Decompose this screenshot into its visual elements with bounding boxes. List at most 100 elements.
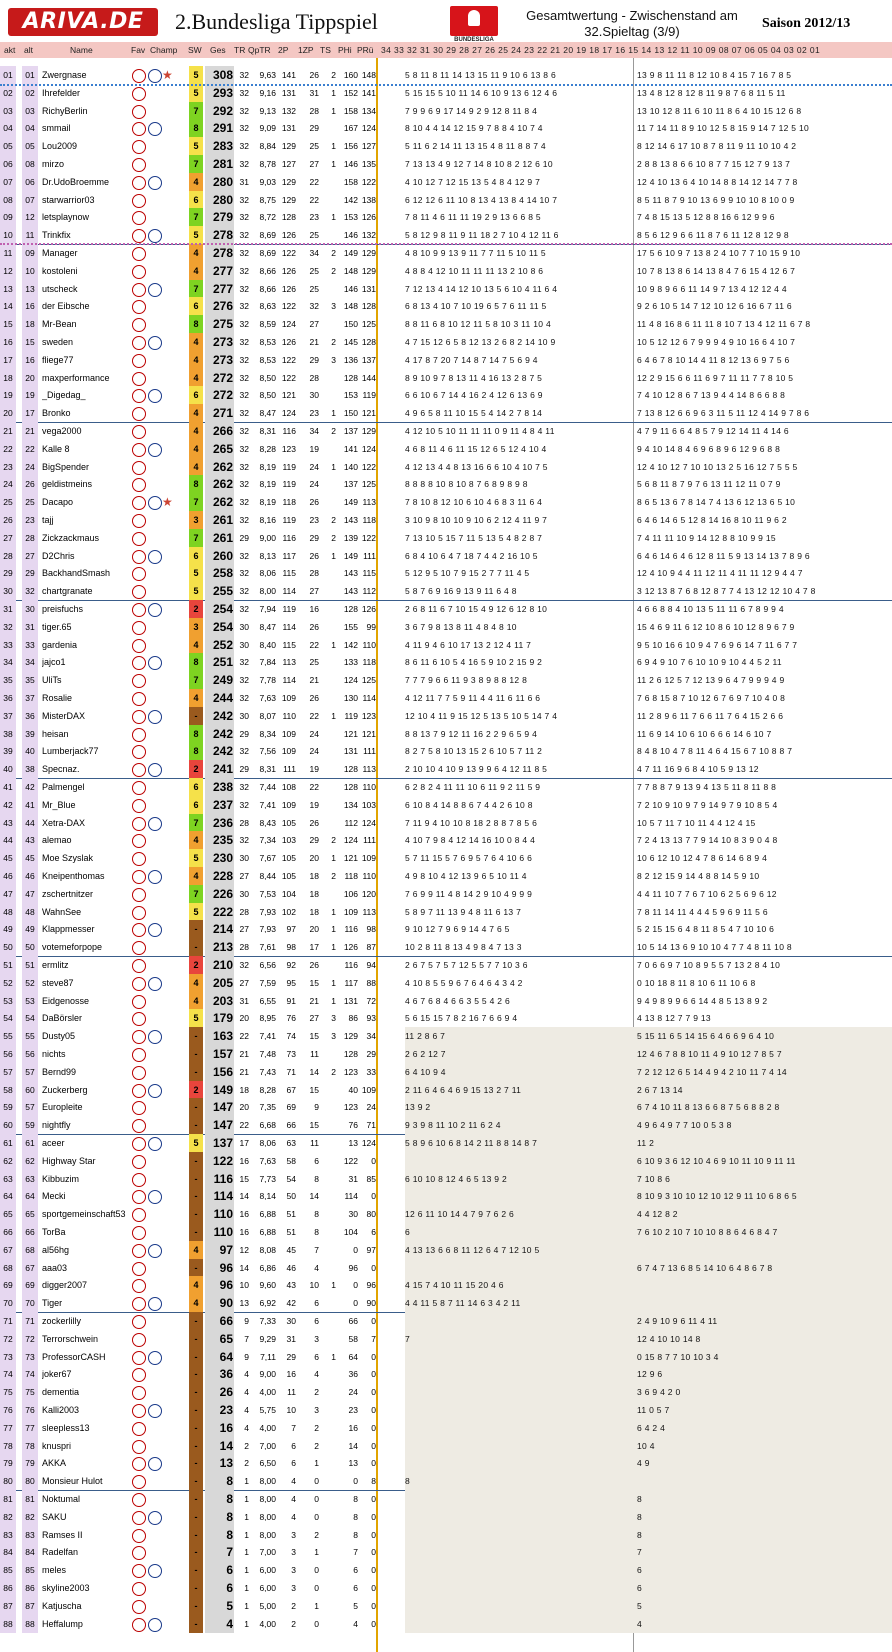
col-alt[interactable]: alt	[24, 45, 33, 55]
cell-name[interactable]: nichts	[42, 1049, 66, 1059]
cell-name[interactable]: letsplaynow	[42, 212, 90, 223]
cell-name[interactable]: WahnSee	[42, 906, 82, 917]
cell-name[interactable]: vega2000	[42, 426, 82, 436]
cell-name[interactable]: sleepless13	[42, 1422, 90, 1433]
cell-name[interactable]: al56hg	[42, 1244, 70, 1255]
cell-name[interactable]: zockerlilly	[42, 1316, 82, 1326]
col-name[interactable]: Name	[70, 45, 93, 55]
cell-name[interactable]: joker67	[42, 1369, 72, 1380]
cell-name[interactable]: Tiger	[42, 1298, 63, 1309]
cell-name[interactable]: Noktumal	[42, 1494, 81, 1504]
cell-name[interactable]: skyline2003	[42, 1583, 90, 1593]
cell-name[interactable]: geldistmeins	[42, 479, 93, 490]
cell-name[interactable]: BackhandSmash	[42, 568, 111, 579]
cell-name[interactable]: SAKU	[42, 1511, 67, 1522]
cell-name[interactable]: Mecki	[42, 1191, 66, 1202]
cell-name[interactable]: Highway Star	[42, 1155, 96, 1166]
cell-name[interactable]: preisfuchs	[42, 604, 84, 614]
cell-name[interactable]: Rosalie	[42, 693, 73, 703]
cell-name[interactable]: Manager	[42, 248, 78, 258]
cell-name[interactable]: Bronko	[42, 408, 71, 419]
cell-name[interactable]: knuspri	[42, 1440, 72, 1451]
cell-name[interactable]: Dacapo	[42, 497, 74, 508]
cell-name[interactable]: starwarrior03	[42, 194, 95, 205]
col-2p[interactable]: 2P	[278, 45, 289, 55]
cell-name[interactable]: Zickzackmaus	[42, 532, 100, 543]
cell-name[interactable]: tiger.65	[42, 621, 72, 632]
cell-name[interactable]: aceer	[42, 1138, 65, 1148]
cell-name[interactable]: der Eibsche	[42, 301, 90, 312]
cell-name[interactable]: nightfly	[42, 1120, 71, 1131]
col-akt[interactable]: akt	[4, 45, 16, 55]
cell-name[interactable]: Eidgenosse	[42, 995, 90, 1006]
cell-name[interactable]: Specnaz.	[42, 764, 80, 775]
cell-name[interactable]: Lou2009	[42, 141, 78, 152]
cell-name[interactable]: sportgemeinschaft53	[42, 1209, 126, 1220]
cell-name[interactable]: BigSpender	[42, 461, 90, 472]
cell-name[interactable]: gardenia	[42, 639, 78, 650]
col-ts[interactable]: TS	[320, 45, 331, 55]
col-phi[interactable]: PHi	[338, 45, 352, 55]
cell-name[interactable]: Katjuscha	[42, 1600, 82, 1611]
cell-name[interactable]: Mr_Blue	[42, 799, 76, 810]
cell-name[interactable]: zschertnitzer	[42, 888, 94, 899]
cell-name[interactable]: ermlitz	[42, 960, 69, 970]
cell-name[interactable]: MisterDAX	[42, 710, 86, 721]
col-qptr[interactable]: QpTR	[248, 45, 271, 55]
cell-name[interactable]: heisan	[42, 728, 69, 739]
cell-name[interactable]: Kneipenthomas	[42, 871, 105, 881]
cell-name[interactable]: Trinkfix	[42, 230, 71, 241]
cell-name[interactable]: Zwergnase	[42, 70, 87, 80]
cell-name[interactable]: chartgranate	[42, 586, 93, 597]
cell-name[interactable]: RichyBerlin	[42, 105, 88, 116]
cell-name[interactable]: Lumberjack77	[42, 746, 99, 757]
cell-name[interactable]: Bernd99	[42, 1066, 77, 1077]
cell-name[interactable]: maxperformance	[42, 372, 110, 383]
cell-name[interactable]: Kalli2003	[42, 1405, 80, 1415]
cell-name[interactable]: Palmengel	[42, 782, 85, 792]
cell-name[interactable]: Heffalump	[42, 1618, 83, 1629]
ariva-logo[interactable]: ARIVA.DE	[8, 8, 158, 36]
cell-name[interactable]: dementia	[42, 1387, 80, 1398]
col-1zp[interactable]: 1ZP	[298, 45, 314, 55]
col-tr[interactable]: TR	[234, 45, 246, 55]
cell-name[interactable]: Ihrefelder	[42, 87, 81, 98]
col-fav[interactable]: Fav	[131, 45, 146, 55]
cell-name[interactable]: fliege77	[42, 354, 74, 365]
cell-name[interactable]: Dr.UdoBroemme	[42, 176, 110, 187]
cell-name[interactable]: Radelfan	[42, 1547, 79, 1558]
cell-name[interactable]: AKKA	[42, 1458, 67, 1469]
cell-name[interactable]: votemeforpope	[42, 942, 103, 953]
cell-name[interactable]: Ramses II	[42, 1529, 83, 1540]
cell-name[interactable]: kostoleni	[42, 265, 78, 276]
cell-name[interactable]: jajco1	[42, 657, 66, 668]
col-champ[interactable]: Champ	[150, 45, 178, 55]
cell-name[interactable]: D2Chris	[42, 550, 75, 561]
col-pru[interactable]: PRü	[357, 45, 374, 55]
cell-name[interactable]: Xetra-DAX	[42, 817, 86, 828]
cell-name[interactable]: Terrorschwein	[42, 1333, 99, 1344]
cell-name[interactable]: ProfessorCASH	[42, 1351, 106, 1362]
cell-name[interactable]: digger2007	[42, 1280, 88, 1291]
cell-name[interactable]: Europleite	[42, 1102, 83, 1113]
cell-name[interactable]: Klappmesser	[42, 924, 95, 935]
cell-name[interactable]: alemao	[42, 835, 72, 846]
col-ges[interactable]: Ges	[210, 45, 226, 55]
cell-name[interactable]: steve87	[42, 977, 74, 988]
cell-name[interactable]: Mr-Bean	[42, 319, 77, 330]
col-sw[interactable]: SW	[188, 45, 202, 55]
cell-name[interactable]: _Digedag_	[42, 390, 86, 401]
cell-name[interactable]: UliTs	[42, 675, 62, 686]
cell-name[interactable]: Kibbuzim	[42, 1173, 80, 1184]
cell-name[interactable]: Dusty05	[42, 1031, 76, 1042]
cell-name[interactable]: mirzo	[42, 159, 64, 169]
cell-name[interactable]: aaa03	[42, 1262, 68, 1273]
cell-name[interactable]: Zuckerberg	[42, 1084, 88, 1095]
cell-name[interactable]: TorBa	[42, 1227, 66, 1237]
cell-name[interactable]: utscheck	[42, 283, 78, 294]
cell-name[interactable]: Kalle 8	[42, 443, 70, 454]
cell-name[interactable]: tajj	[42, 515, 54, 525]
cell-name[interactable]: DaBörsler	[42, 1013, 83, 1024]
cell-name[interactable]: Monsieur Hulot	[42, 1476, 103, 1487]
cell-name[interactable]: Moe Szyslak	[42, 853, 94, 864]
